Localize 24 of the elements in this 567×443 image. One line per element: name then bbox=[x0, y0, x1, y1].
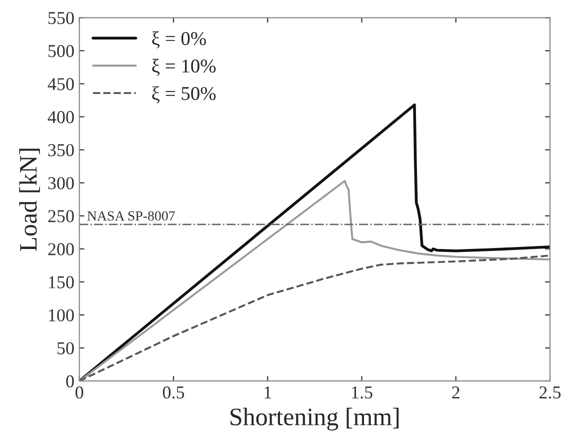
legend-label: ξ = 0% bbox=[152, 31, 206, 48]
x-tick-label: 1.5 bbox=[352, 386, 372, 399]
y-tick-label: 500 bbox=[48, 45, 74, 58]
y-tick-label: 300 bbox=[48, 177, 74, 190]
y-tick-label: 400 bbox=[48, 111, 74, 124]
x-axis-title: Shortening [mm] bbox=[230, 408, 399, 431]
x-tick-label: 0.5 bbox=[162, 386, 184, 399]
y-tick-label: 350 bbox=[48, 144, 74, 156]
y-tick-label: 0 bbox=[66, 375, 74, 388]
y-tick-label: 150 bbox=[49, 276, 74, 288]
y-tick-label: 200 bbox=[48, 243, 74, 256]
x-tick-label: 2.5 bbox=[540, 386, 561, 399]
y-tick-label: 450 bbox=[48, 78, 74, 90]
y-tick-label: 550 bbox=[48, 12, 74, 24]
y-tick-label: 50 bbox=[58, 342, 74, 354]
y-tick-label: 100 bbox=[49, 309, 74, 322]
y-tick-label: 250 bbox=[48, 210, 74, 222]
ref-line-label: NASA SP-8007 bbox=[87, 211, 175, 221]
legend-label: ξ = 50% bbox=[152, 86, 216, 104]
x-tick-label: 1 bbox=[264, 386, 272, 398]
legend-label: ξ = 10% bbox=[152, 58, 216, 76]
x-tick-label: 2 bbox=[452, 386, 460, 398]
x-tick-label: 0 bbox=[76, 386, 84, 399]
y-axis-title: Load [kN] bbox=[19, 148, 40, 252]
